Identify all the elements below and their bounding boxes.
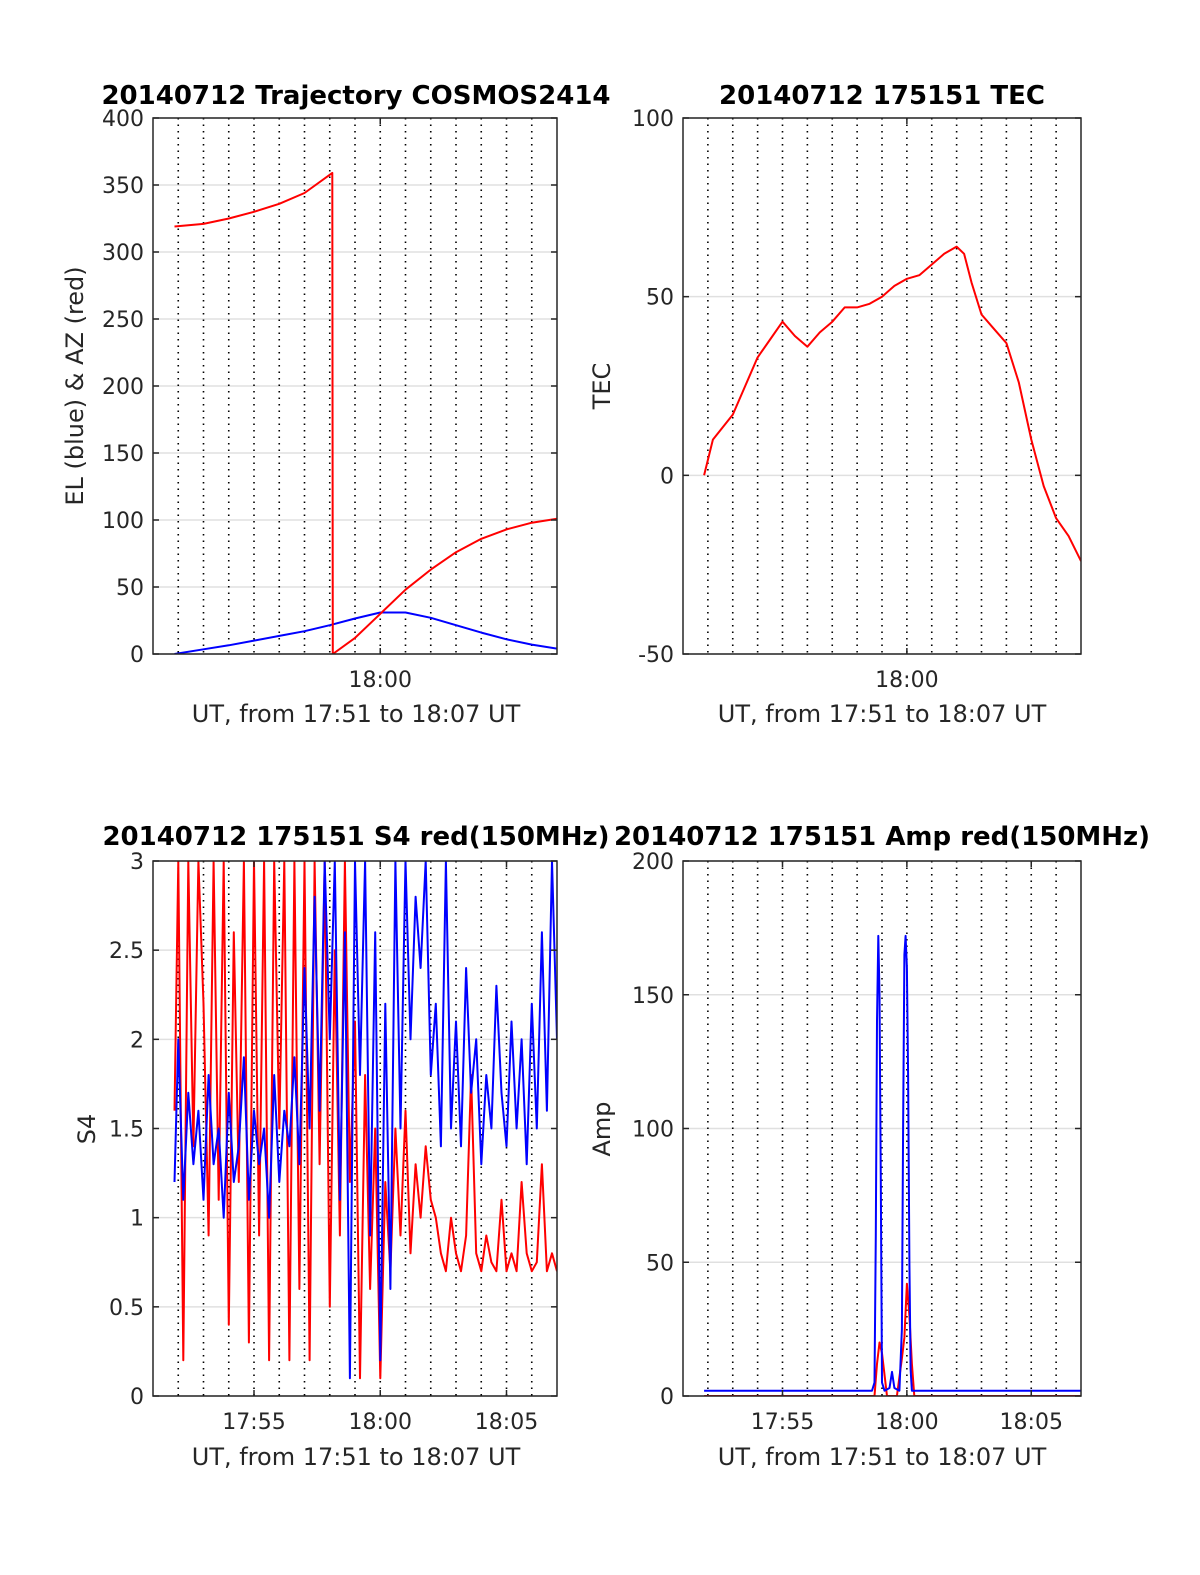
trajectory-ytick-label-7: 350: [102, 174, 144, 199]
trajectory-ytick-label-6: 300: [102, 241, 144, 266]
trajectory-ytick-label-5: 250: [102, 308, 144, 333]
amp-ytick-label-0: 0: [660, 1385, 674, 1410]
trajectory-ytick-label-8: 400: [102, 107, 144, 132]
trajectory-ytick-label-4: 200: [102, 375, 144, 400]
s4-ylabel: S4: [73, 1114, 101, 1145]
trajectory-title: 20140712 Trajectory COSMOS2414: [101, 81, 610, 111]
tec-ytick-label-2: 50: [646, 286, 674, 311]
amp-ytick-label-4: 200: [632, 850, 674, 875]
amp-series-1: [704, 934, 1081, 1392]
s4-series-1: [173, 861, 557, 1380]
tec-ylabel: TEC: [588, 363, 616, 411]
trajectory-panel: 0 50 100 150 200 250 300 350 400 18:00 20140712 Tr…: [61, 81, 611, 728]
s4-ytick-label-6: 3: [130, 850, 144, 875]
amp-xtick-label-1: 18:00: [875, 1410, 938, 1435]
s4-xtick-label-0: 17:55: [222, 1410, 285, 1435]
s4-ytick-label-4: 2: [130, 1028, 144, 1053]
trajectory-ylabel: EL (blue) & AZ (red): [61, 266, 89, 505]
amp-xtick-label-0: 17:55: [751, 1410, 814, 1435]
s4-xtick-label-2: 18:05: [475, 1410, 538, 1435]
amp-ytick-label-1: 50: [646, 1251, 674, 1276]
amp-title: 20140712 175151 Amp red(150MHz): [614, 822, 1150, 852]
tec-title: 20140712 175151 TEC: [719, 81, 1045, 111]
tec-ytick-label-0: -50: [638, 643, 674, 668]
trajectory-xlabel: UT, from 17:51 to 18:07 UT: [192, 700, 521, 728]
s4-ytick-label-1: 0.5: [109, 1296, 144, 1321]
trajectory-series-1: [174, 171, 557, 654]
s4-panel: 0 0.5 1 1.5 2 2.5 3 17:55 18:00 18:05 20140712 175…: [73, 822, 610, 1471]
s4-ytick-label-0: 0: [130, 1385, 144, 1410]
tec-panel: -50 0 50 100 18:00 20140712 175151 TEC UT, fro…: [588, 81, 1082, 728]
trajectory-ytick-label-1: 50: [116, 576, 144, 601]
s4-title: 20140712 175151 S4 red(150MHz): [102, 822, 609, 852]
tec-xtick-label-0: 18:00: [875, 668, 938, 693]
amp-xtick-label-2: 18:05: [1000, 1410, 1063, 1435]
s4-ytick-label-2: 1: [130, 1207, 144, 1232]
tec-series-0: [703, 245, 1081, 562]
trajectory-series-0: [174, 611, 557, 654]
amp-panel: 0 50 100 150 200 17:55 18:00 18:05 20140712 1751…: [588, 822, 1150, 1471]
trajectory-ytick-label-3: 150: [102, 442, 144, 467]
tec-axes-box: [682, 117, 1082, 655]
s4-xtick-label-1: 18:00: [349, 1410, 412, 1435]
amp-ytick-label-3: 150: [632, 984, 674, 1009]
amp-ylabel: Amp: [588, 1101, 616, 1156]
s4-series-0: [173, 861, 557, 1380]
tec-xlabel: UT, from 17:51 to 18:07 UT: [718, 700, 1047, 728]
trajectory-xtick-label-0: 18:00: [349, 668, 412, 693]
tec-ytick-label-1: 0: [660, 464, 674, 489]
trajectory-ytick-label-2: 100: [102, 509, 144, 534]
s4-ytick-label-5: 2.5: [109, 939, 144, 964]
tec-ytick-label-3: 100: [632, 107, 674, 132]
trajectory-ytick-label-0: 0: [130, 643, 144, 668]
s4-xlabel: UT, from 17:51 to 18:07 UT: [192, 1443, 521, 1471]
s4-ytick-label-3: 1.5: [109, 1118, 144, 1143]
amp-xlabel: UT, from 17:51 to 18:07 UT: [718, 1443, 1047, 1471]
amp-ytick-label-2: 100: [632, 1118, 674, 1143]
